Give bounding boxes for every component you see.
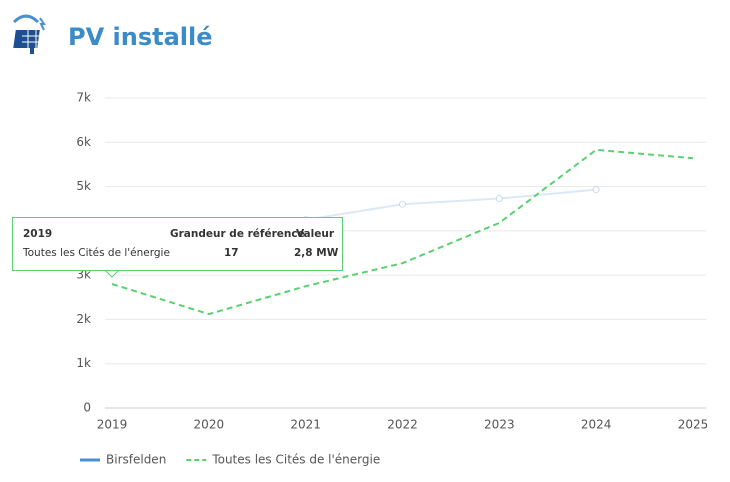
y-tick-label: 0 <box>83 401 91 415</box>
tooltip-pointer <box>104 269 120 278</box>
legend-label: Birsfelden <box>106 453 166 467</box>
series-line <box>111 148 694 316</box>
x-tick-label: 2022 <box>387 418 418 432</box>
y-tick-label: 1k <box>76 356 91 370</box>
y-tick-label: 6k <box>76 135 91 149</box>
legend-label: Toutes les Cités de l'énergie <box>211 453 380 467</box>
x-tick-label: 2024 <box>581 418 612 432</box>
tooltip-reference: 17 <box>224 247 239 259</box>
tooltip-title: 2019 <box>23 228 53 240</box>
x-tick-label: 2019 <box>97 418 128 432</box>
tooltip-value: 2,8 MW <box>294 247 339 259</box>
x-tick-label: 2023 <box>484 418 515 432</box>
tooltip-series: Toutes les Cités de l'énergie <box>23 247 170 259</box>
y-tick-label: 7k <box>76 91 91 105</box>
point <box>399 200 406 208</box>
x-tick-label: 2021 <box>290 418 321 432</box>
y-tick-label: 5k <box>76 179 91 193</box>
y-tick-label: 3k <box>76 268 91 282</box>
tooltip-header: Grandeur de référence <box>170 228 305 240</box>
x-tick-label: 2020 <box>194 418 225 432</box>
y-tick-label: 2k <box>76 312 91 326</box>
icon <box>12 14 46 54</box>
tooltip-header: Valeur <box>296 228 335 240</box>
point <box>495 195 503 203</box>
point <box>592 186 600 194</box>
x-tick-label: 2025 <box>678 418 709 432</box>
tooltip: 2019 Grandeur de référence Valeur Toutes… <box>12 217 343 271</box>
chart-title: PV installé <box>68 23 213 51</box>
